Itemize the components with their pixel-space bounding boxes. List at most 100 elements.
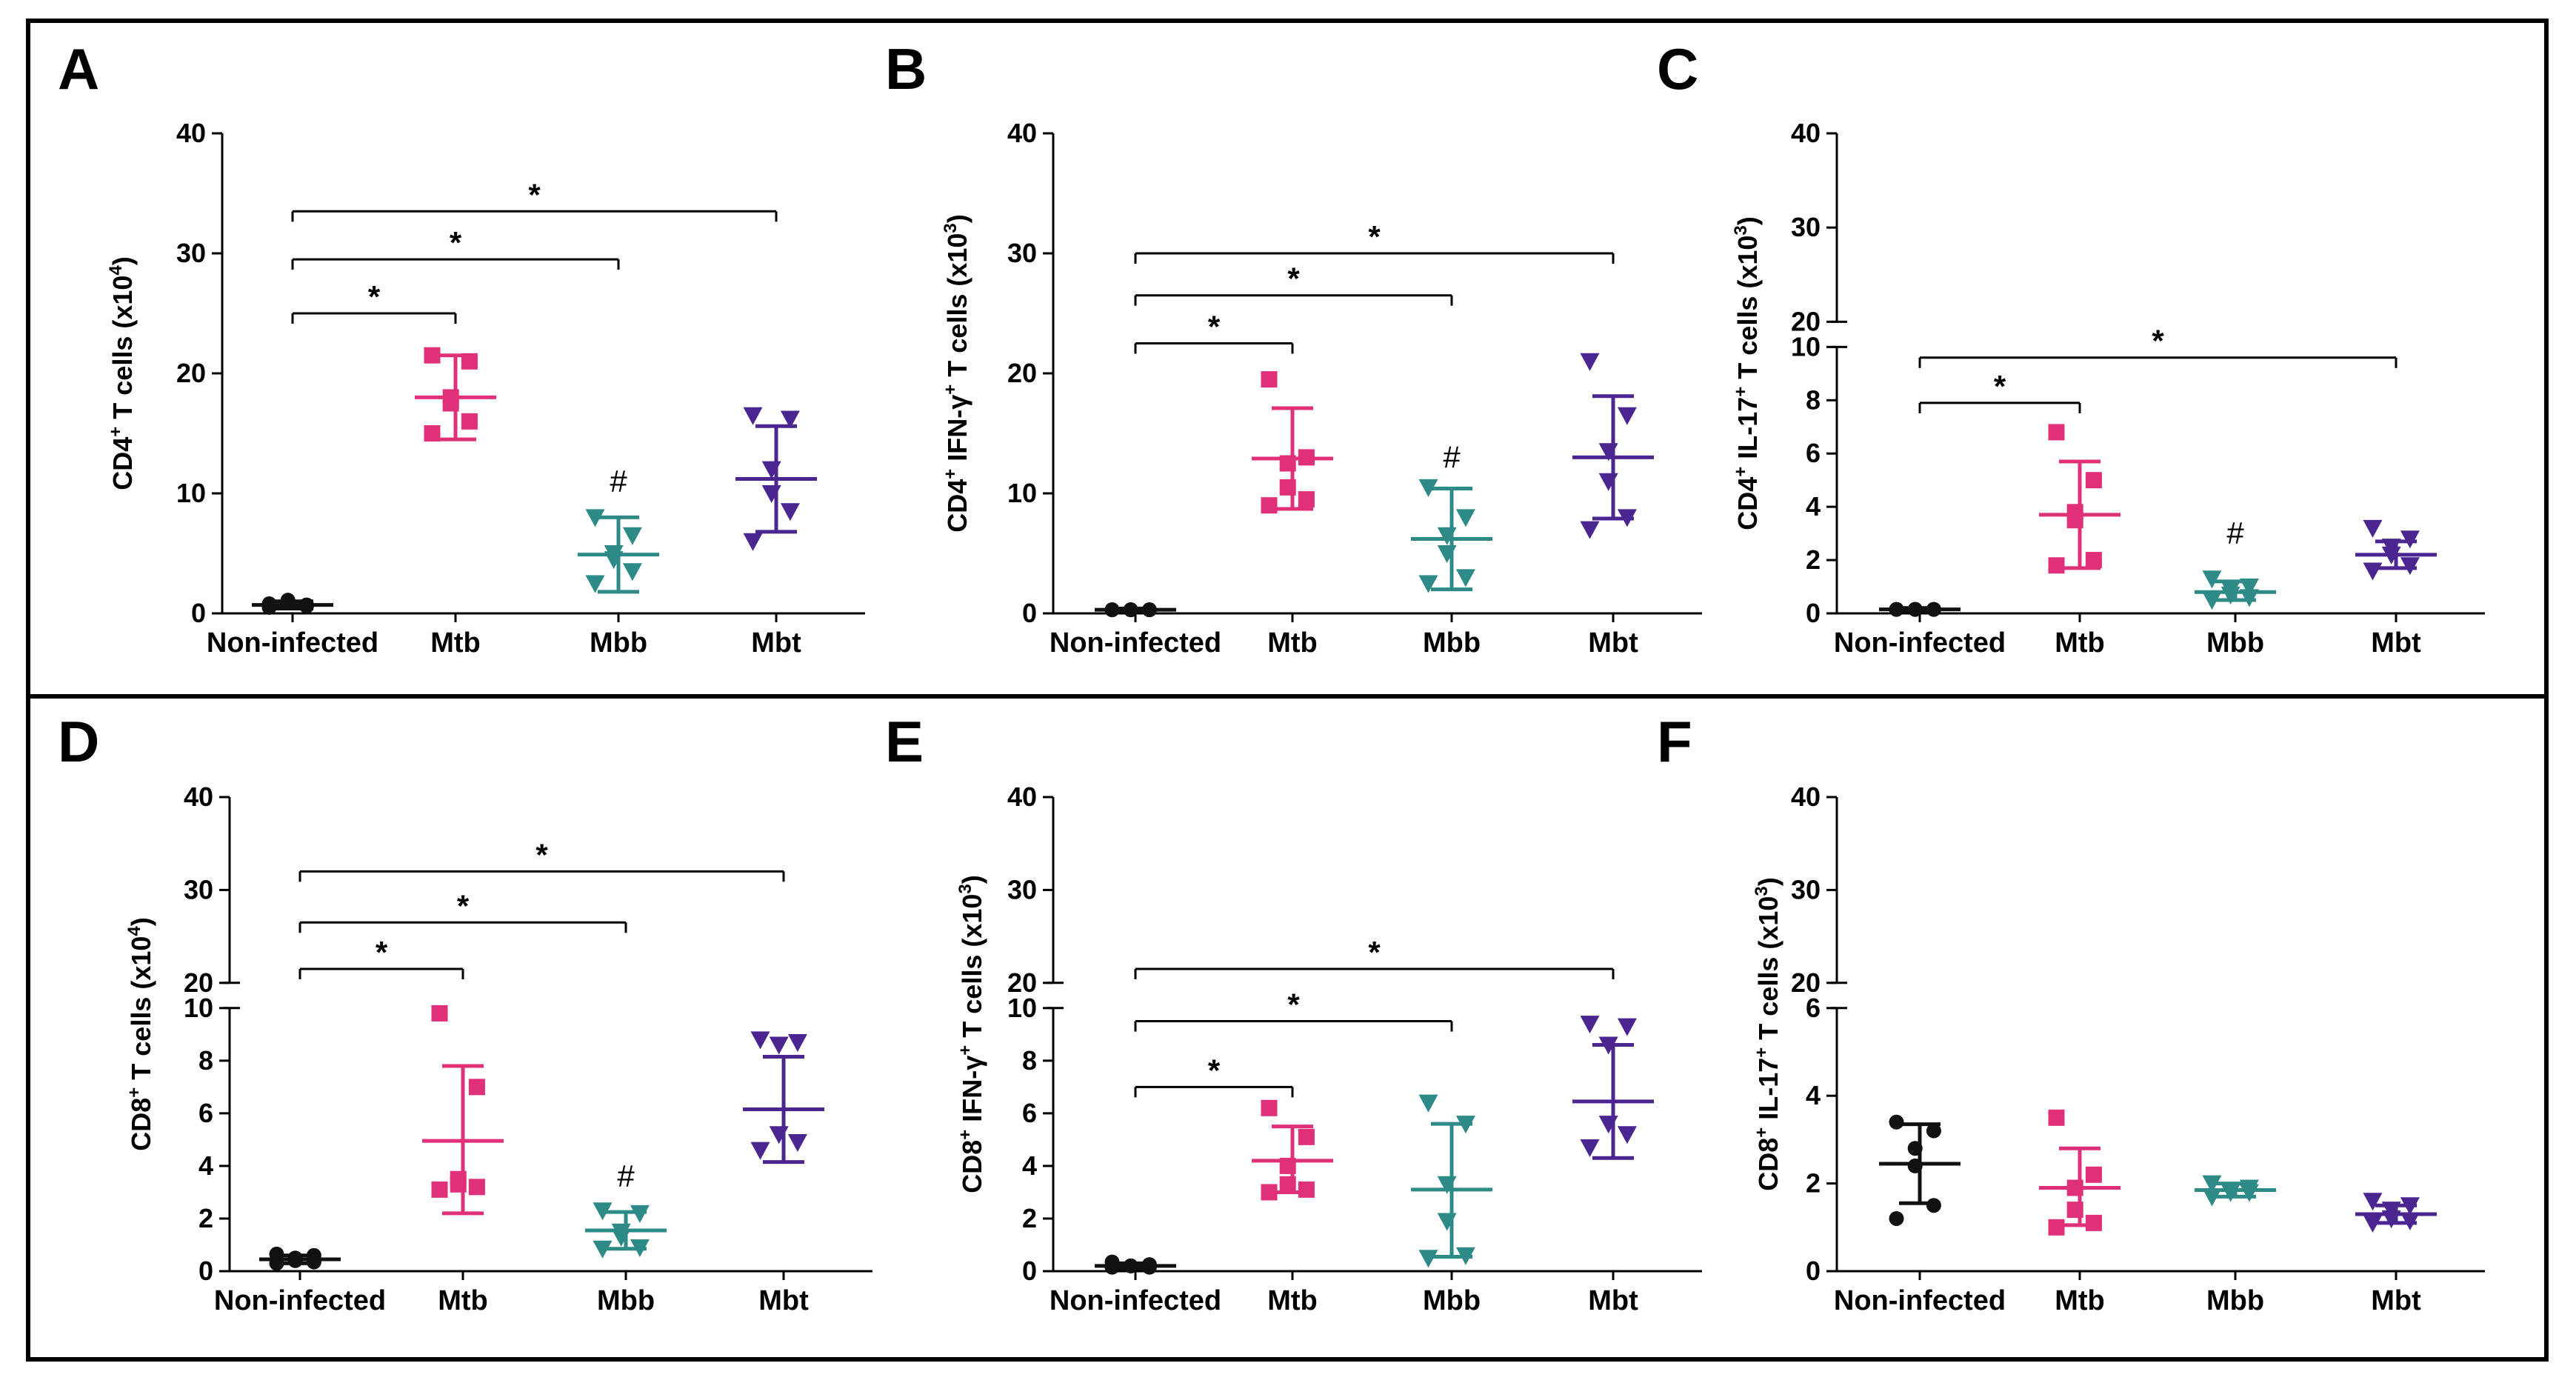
data-point (2363, 1214, 2383, 1233)
series-Mtb (415, 347, 496, 442)
y-axis-label-part: IFN-γ (942, 395, 972, 469)
x-category-label: Mbb (2206, 627, 2264, 659)
series-Mtb (1252, 371, 1333, 514)
series-Mbt (1572, 353, 1654, 539)
y-axis-label-part: IFN-γ (957, 1056, 987, 1130)
panel-letter: E (885, 709, 924, 774)
y-axis-label-part: IL-17 (1732, 397, 1763, 467)
y-axis-label-superscript: + (1731, 387, 1751, 397)
data-point (1418, 479, 1438, 497)
y-tick-label: 30 (1791, 212, 1821, 242)
series-Mtb (2039, 1109, 2120, 1236)
data-point (1437, 1176, 1457, 1194)
y-tick-label: 40 (1791, 118, 1821, 148)
y-axis-label-part: CD8 (126, 1098, 156, 1151)
y-axis-label-superscript: 3 (941, 223, 961, 233)
data-point (424, 425, 441, 442)
data-point (2066, 1179, 2083, 1196)
y-tick-label: 0 (191, 598, 206, 628)
data-point (1455, 509, 1475, 527)
data-point (750, 1031, 770, 1050)
significance-marker: * (1287, 987, 1300, 1022)
y-tick-label: 40 (1007, 118, 1037, 148)
y-tick-label: 30 (184, 874, 213, 904)
significance-bracket: * (298, 837, 785, 882)
data-point (287, 1253, 303, 1268)
series-Mbt (735, 407, 817, 551)
y-tick-label: 30 (1007, 874, 1037, 904)
data-point (2400, 1197, 2420, 1216)
data-point (2220, 586, 2240, 604)
data-point (1889, 602, 1904, 617)
significance-bracket: * (291, 279, 457, 324)
data-point (1261, 497, 1278, 514)
y-tick-label: 6 (1806, 993, 1821, 1023)
data-point (1141, 1259, 1157, 1275)
data-point (2400, 557, 2420, 576)
y-tick-label: 40 (176, 118, 206, 148)
y-axis-label-part: CD8 (1753, 1138, 1783, 1191)
y-tick-label: 4 (1022, 1150, 1037, 1181)
data-point (1455, 569, 1475, 587)
data-point (622, 527, 642, 545)
significance-marker: * (528, 177, 541, 212)
series-Mbb (1411, 479, 1492, 593)
y-axis-label-part: T cells (x10 (1732, 236, 1763, 387)
y-axis-label-part: T cells (x10 (942, 233, 972, 384)
data-point (787, 1033, 807, 1052)
series-Non-infected (259, 1246, 341, 1271)
y-axis-label-part: T cells (x10 (107, 276, 138, 427)
data-point (298, 599, 314, 614)
panel-letter: D (58, 709, 99, 774)
data-point (424, 347, 441, 364)
significance-bracket: * (1918, 324, 2398, 368)
y-axis-label-superscript: 3 (955, 884, 975, 893)
data-point (1298, 491, 1315, 508)
x-category-label: Mbt (751, 627, 801, 659)
series-Mbb (2195, 1175, 2276, 1207)
y-tick-label: 0 (1806, 598, 1821, 628)
data-point (2239, 589, 2259, 607)
significance-marker: * (1368, 935, 1381, 970)
data-point (1437, 527, 1457, 545)
data-point (1437, 1213, 1457, 1231)
data-point (2239, 1184, 2259, 1202)
data-point (1907, 1141, 1923, 1156)
data-point (743, 407, 763, 425)
data-point (280, 593, 296, 608)
data-point (2239, 579, 2259, 597)
y-tick-label: 10 (1007, 478, 1037, 508)
y-axis-label-superscript: 3 (1731, 225, 1751, 235)
hash-marker: # (610, 464, 627, 499)
x-category-label: Mbt (1588, 1285, 1638, 1316)
data-point (2220, 1184, 2240, 1202)
y-tick-label: 10 (176, 478, 206, 508)
y-tick-label: 20 (1791, 967, 1821, 998)
data-point (1889, 1114, 1904, 1130)
data-point (2066, 1202, 2083, 1219)
y-tick-label: 40 (1791, 782, 1821, 812)
data-point (261, 596, 277, 612)
data-point (750, 1142, 770, 1160)
data-point (1617, 407, 1637, 425)
y-tick-label: 4 (1806, 1080, 1821, 1110)
x-category-label: Mbt (2371, 627, 2421, 659)
y-axis-label-superscript: + (124, 1087, 144, 1098)
x-category-label: Mbb (1423, 627, 1481, 659)
y-tick-label: 6 (198, 1098, 213, 1128)
data-point (1907, 1158, 1923, 1173)
significance-marker: * (1208, 310, 1221, 344)
y-axis-label: CD4+ IL-17+ T cells (x103) (1731, 216, 1763, 530)
significance-bracket: * (1134, 261, 1453, 306)
data-point (2048, 1109, 2065, 1126)
data-point (1261, 1184, 1278, 1201)
data-point (2048, 424, 2065, 441)
x-category-label: Mtb (2055, 1285, 2105, 1316)
series-Non-infected (252, 593, 333, 615)
y-tick-label: 2 (198, 1203, 213, 1233)
y-tick-label: 4 (1806, 491, 1821, 522)
x-category-label: Non-infected (1050, 1285, 1221, 1316)
data-point (2048, 557, 2065, 574)
series-Non-infected (1879, 1114, 1961, 1226)
data-point (1279, 1157, 1296, 1174)
